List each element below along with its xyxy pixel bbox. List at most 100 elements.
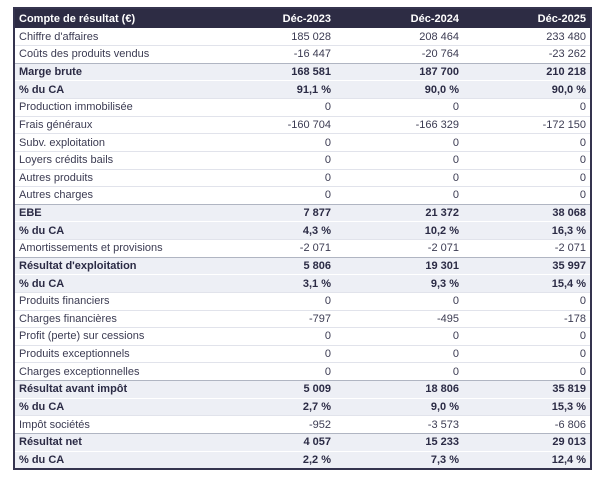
row-label: Marge brute — [14, 62, 207, 81]
row-value: 15,3 % — [463, 397, 591, 416]
row-value: 168 581 — [207, 62, 335, 81]
row-value: 0 — [207, 133, 335, 152]
row-value: 7,3 % — [335, 450, 463, 469]
row-label: Résultat avant impôt — [14, 380, 207, 399]
row-label: Charges exceptionnelles — [14, 362, 207, 381]
row-label: EBE — [14, 203, 207, 222]
row-label: % du CA — [14, 80, 207, 99]
row-value: 38 068 — [463, 203, 591, 222]
row-label: Autres produits — [14, 168, 207, 187]
row-label: Impôt sociétés — [14, 415, 207, 434]
table-row: Charges financières -797 -495 -178 — [14, 309, 591, 328]
column-header-dec-2025: Déc-2025 — [463, 8, 591, 28]
row-value: 35 819 — [463, 380, 591, 399]
row-value: 0 — [463, 133, 591, 152]
row-value: 3,1 % — [207, 274, 335, 293]
row-value: 0 — [207, 291, 335, 310]
row-value: 0 — [335, 98, 463, 117]
row-value: -797 — [207, 309, 335, 328]
row-value: 0 — [207, 186, 335, 205]
row-value: 0 — [463, 327, 591, 346]
table-row: Frais généraux -160 704 -166 329 -172 150 — [14, 115, 591, 134]
row-value: -495 — [335, 309, 463, 328]
row-value: 21 372 — [335, 203, 463, 222]
row-label: Loyers crédits bails — [14, 150, 207, 169]
row-value: 0 — [463, 291, 591, 310]
row-value: -172 150 — [463, 115, 591, 134]
row-value: 0 — [335, 168, 463, 187]
row-label: % du CA — [14, 221, 207, 240]
row-value: 0 — [463, 150, 591, 169]
row-value: 4,3 % — [207, 221, 335, 240]
row-value: 0 — [207, 168, 335, 187]
row-value: -16 447 — [207, 45, 335, 64]
column-header-dec-2023: Déc-2023 — [207, 8, 335, 28]
row-value: 2,7 % — [207, 397, 335, 416]
row-value: 9,0 % — [335, 397, 463, 416]
row-label: Produits financiers — [14, 291, 207, 310]
row-value: 29 013 — [463, 432, 591, 451]
row-value: 15,4 % — [463, 274, 591, 293]
row-value: 0 — [335, 133, 463, 152]
table-row: Loyers crédits bails 0 0 0 — [14, 150, 591, 169]
row-value: -6 806 — [463, 415, 591, 434]
row-value: 0 — [463, 98, 591, 117]
row-value: 9,3 % — [335, 274, 463, 293]
row-label: Chiffre d'affaires — [19, 30, 99, 43]
row-value: 15 233 — [335, 432, 463, 451]
row-label: % du CA — [14, 274, 207, 293]
row-label: Production immobilisée — [14, 98, 207, 117]
row-value: 91,1 % — [207, 80, 335, 99]
row-label: Amortissements et provisions — [14, 239, 207, 258]
table-row: Résultat net 4 057 15 233 29 013 — [14, 432, 591, 451]
row-value: 0 — [463, 168, 591, 187]
row-value: 0 — [463, 186, 591, 205]
row-value: 0 — [335, 327, 463, 346]
row-value: 0 — [335, 344, 463, 363]
row-label: Produits exceptionnels — [14, 344, 207, 363]
row-value: 5 009 — [207, 380, 335, 399]
table-row: % du CA 91,1 % 90,0 % 90,0 % — [14, 80, 591, 99]
column-header-dec-2024: Déc-2024 — [335, 8, 463, 28]
row-value: 2,2 % — [207, 450, 335, 469]
row-value: 4 057 — [207, 432, 335, 451]
row-value: 5 806 — [207, 256, 335, 275]
row-value: 208 464 — [419, 30, 459, 43]
income-statement-table: Compte de résultat (€) Déc-2023 Déc-2024… — [13, 7, 592, 470]
table-row: % du CA 4,3 % 10,2 % 16,3 % — [14, 221, 591, 240]
row-value: 0 — [207, 98, 335, 117]
table-row: Coûts des produits vendus -16 447 -20 764-… — [14, 45, 591, 64]
row-value: -166 329 — [335, 115, 463, 134]
table-row: Production immobilisée 0 0 0 — [14, 98, 591, 117]
row-value: 0 — [335, 186, 463, 205]
table-row: Chiffre d'affaires 185 028 208 464 233 480 — [14, 28, 591, 46]
table-row: % du CA 3,1 % 9,3 % 15,4 % — [14, 274, 591, 293]
row-value: -2 071 — [335, 239, 463, 258]
row-value: -2 071 — [463, 239, 591, 258]
table-body: Chiffre d'affaires 185 028 208 464 233 480 C… — [14, 28, 591, 469]
table-row: Impôt sociétés -952 -3 573 -6 806 — [14, 415, 591, 434]
row-value: 16,3 % — [463, 221, 591, 240]
row-label: Subv. exploitation — [14, 133, 207, 152]
row-value: 35 997 — [463, 256, 591, 275]
table-row: Produits financiers 0 0 0 — [14, 291, 591, 310]
row-value: 0 — [463, 344, 591, 363]
row-value: -3 573 — [335, 415, 463, 434]
table-row: Profit (perte) sur cessions 0 0 0 — [14, 327, 591, 346]
table-title: Compte de résultat (€) — [14, 8, 207, 28]
table-row: Subv. exploitation 0 0 0 — [14, 133, 591, 152]
table-row: Marge brute 168 581 187 700 210 218 — [14, 62, 591, 81]
table-row: % du CA 2,2 % 7,3 % 12,4 % — [14, 450, 591, 469]
table-row: EBE 7 877 21 372 38 068 — [14, 203, 591, 222]
row-value: 233 480 — [546, 30, 586, 43]
row-label: Charges financières — [14, 309, 207, 328]
row-value: 7 877 — [207, 203, 335, 222]
table-row: Autres charges 0 0 0 — [14, 186, 591, 205]
row-value: 185 028 — [291, 30, 331, 43]
table-row: Amortissements et provisions -2 071 -2 071… — [14, 239, 591, 258]
row-value: -178 — [463, 309, 591, 328]
row-value: 90,0 % — [335, 80, 463, 99]
row-value: -20 764 — [335, 45, 463, 64]
row-value: 12,4 % — [463, 450, 591, 469]
row-value: 0 — [335, 150, 463, 169]
